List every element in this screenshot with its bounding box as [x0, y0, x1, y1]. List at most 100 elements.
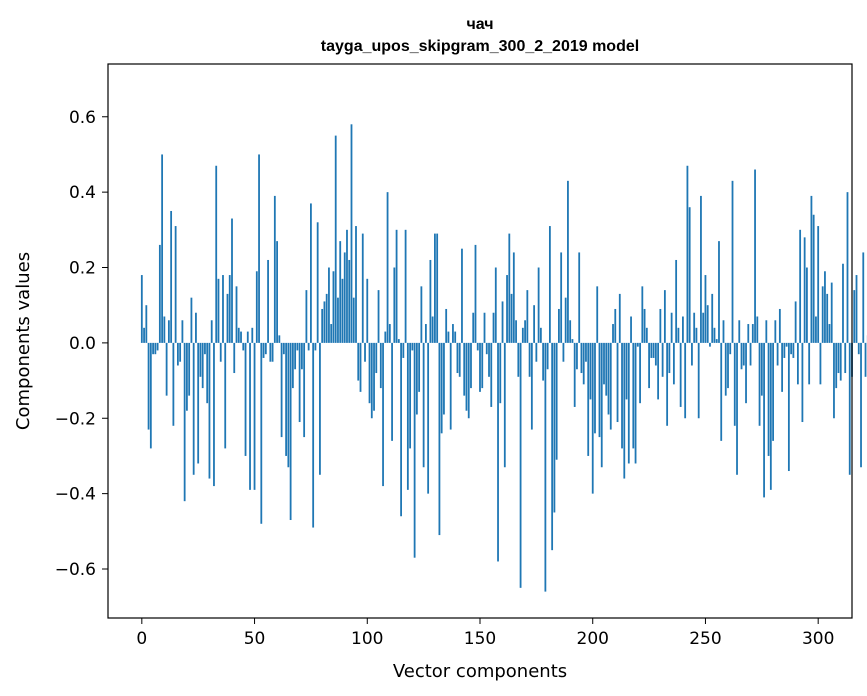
bar — [310, 203, 312, 343]
bar — [463, 342, 466, 396]
bar — [548, 226, 551, 343]
bar — [776, 342, 779, 366]
bar — [794, 301, 797, 343]
bar — [862, 252, 865, 343]
bar — [774, 320, 777, 343]
bar — [391, 342, 393, 441]
bar — [253, 342, 256, 490]
bar — [785, 342, 788, 347]
bar — [418, 342, 421, 392]
bar — [161, 154, 164, 343]
x-tick-label: 100 — [351, 629, 383, 649]
bar — [449, 342, 452, 430]
bar — [395, 229, 398, 343]
bar — [634, 342, 637, 464]
bar — [415, 342, 418, 415]
bar — [781, 342, 784, 392]
y-tick-label: −0.4 — [55, 485, 96, 505]
bar — [582, 342, 585, 385]
bar — [526, 290, 529, 343]
bar — [312, 342, 315, 528]
bar — [472, 312, 475, 343]
bar — [679, 342, 682, 407]
bar — [506, 275, 508, 343]
bar — [769, 342, 772, 490]
bar — [233, 342, 236, 374]
bar — [352, 297, 355, 343]
bar — [330, 324, 333, 343]
bar — [242, 342, 245, 351]
bar — [670, 312, 673, 343]
bar — [332, 271, 335, 343]
bar — [181, 320, 184, 343]
bar — [573, 342, 576, 407]
bar — [158, 244, 161, 343]
y-tick-label: −0.6 — [55, 560, 96, 580]
bar — [713, 327, 716, 343]
bar — [700, 195, 702, 343]
bar — [470, 342, 472, 389]
bar — [546, 342, 549, 370]
bar — [596, 286, 599, 343]
bar — [537, 267, 540, 343]
bar — [605, 342, 608, 396]
bar — [219, 342, 222, 362]
bar — [382, 342, 384, 487]
bar — [819, 342, 822, 385]
bar — [217, 278, 220, 343]
bar — [492, 312, 495, 343]
bar — [434, 233, 436, 343]
bar — [704, 275, 707, 343]
bar — [490, 342, 493, 407]
bar — [156, 342, 159, 351]
bar — [767, 342, 770, 456]
bar — [188, 342, 191, 396]
bar — [483, 312, 486, 343]
bar — [709, 342, 711, 347]
x-tick-label: 150 — [464, 629, 496, 649]
bar — [199, 342, 202, 377]
bar — [530, 342, 533, 430]
bar — [720, 342, 723, 441]
bar — [810, 195, 813, 343]
bar — [808, 342, 811, 385]
bar — [485, 342, 488, 355]
bar — [237, 327, 240, 343]
bar — [443, 342, 445, 415]
bar — [402, 342, 405, 358]
y-tick-label: −0.2 — [55, 409, 96, 429]
bar — [348, 259, 351, 343]
bar — [204, 342, 206, 355]
bar — [630, 316, 632, 343]
bar — [824, 271, 826, 343]
bar — [589, 342, 592, 400]
bar — [424, 324, 427, 343]
bar — [370, 342, 373, 419]
bar — [373, 342, 375, 411]
bar — [677, 327, 680, 343]
bar — [860, 342, 862, 468]
bar — [796, 342, 799, 385]
bar — [325, 293, 328, 343]
bar — [641, 286, 644, 343]
bar — [562, 342, 565, 362]
bar — [400, 342, 402, 517]
bar — [571, 339, 574, 343]
bar-series — [140, 124, 867, 592]
bar — [294, 342, 297, 370]
bar — [499, 342, 502, 404]
bar — [812, 214, 815, 343]
bar — [632, 342, 635, 449]
bar — [736, 342, 738, 475]
x-tick-label: 50 — [244, 629, 266, 649]
chart-subtitle: tayga_upos_skipgram_300_2_2019 model — [321, 38, 639, 55]
bar — [587, 342, 590, 456]
bar — [154, 342, 157, 355]
bar — [343, 252, 346, 343]
bar — [445, 308, 448, 343]
bar — [409, 342, 412, 449]
bar — [833, 342, 835, 419]
bar — [533, 305, 536, 343]
y-tick-label: 0.2 — [69, 259, 96, 279]
bar — [255, 271, 258, 343]
